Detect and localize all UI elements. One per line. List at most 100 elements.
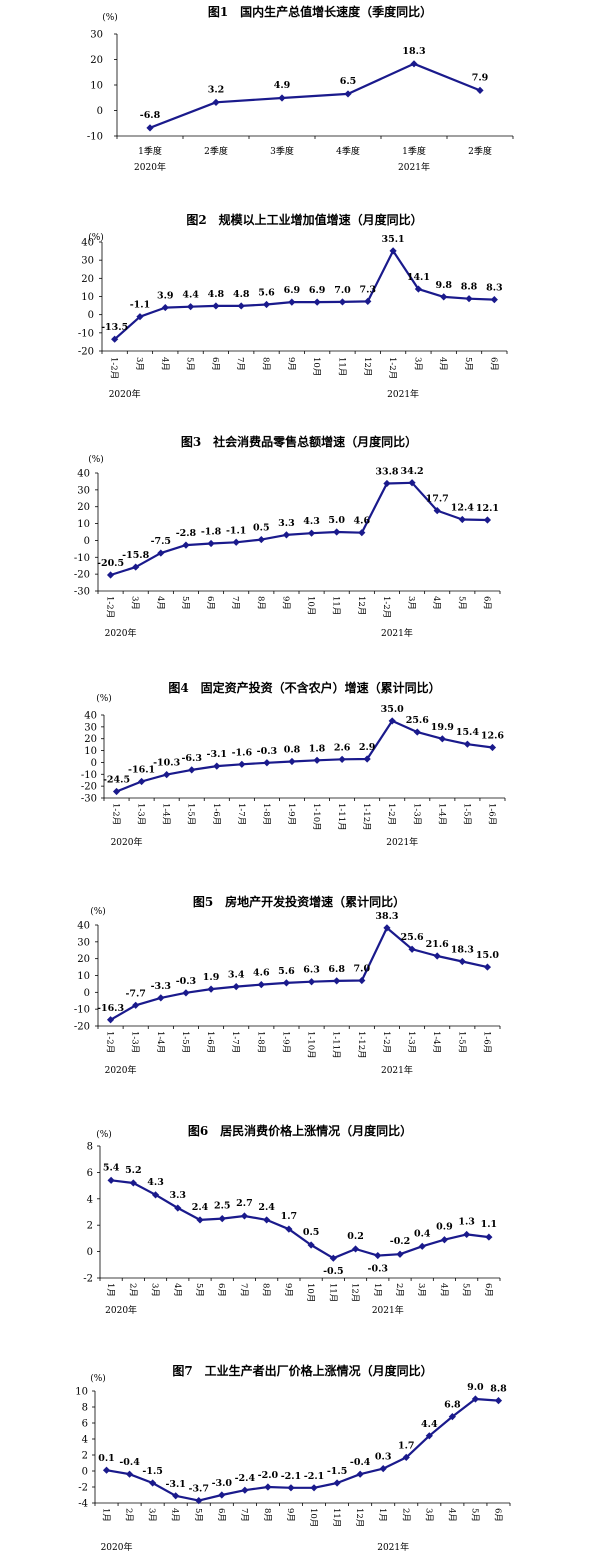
x-tick-label: 1-8月 [261,803,271,825]
data-point [188,766,196,774]
data-point [218,1491,226,1499]
data-label: 2.9 [359,742,376,753]
y-tick-label: -10 [74,553,90,564]
data-label: 6.5 [340,76,357,87]
data-point [232,983,240,991]
data-point [358,529,366,537]
data-label: 5.2 [125,1165,142,1176]
x-tick-label: 1-9月 [280,1031,290,1053]
x-tick-label: 1-2月 [105,596,115,618]
chart-3: 图3 社会消费品零售总额增速（月度同比） (%) 40 30 20 10 0 -10 -20 -3… [74,434,501,639]
y-tick-label: 0 [88,310,94,321]
data-label: 4.4 [421,1419,438,1430]
x-tick-label: 1-4月 [155,1031,165,1053]
x-tick-label: 1-2月 [386,803,396,825]
data-label: 5.6 [278,966,295,977]
data-label: 3.3 [170,1190,187,1201]
x-tick-label: 10月 [308,1508,318,1527]
x-tick-label: 5月 [180,596,190,610]
data-point [257,980,265,989]
series-line [149,62,481,129]
x-tick-label: 2月 [394,1283,404,1297]
data-point [344,90,352,98]
data-label: -0.4 [119,1457,140,1468]
data-point [263,759,271,767]
x-tick-label: 1-12月 [356,1031,366,1059]
data-point [172,1492,180,1500]
data-point [213,762,221,770]
data-label: -0.4 [350,1457,371,1468]
data-label: 3.3 [278,518,295,529]
data-label: 0.5 [303,1227,320,1238]
data-point [207,985,215,993]
data-point [288,757,296,766]
year-label: 2020年 [105,1064,137,1076]
y-tick-label: 10 [81,292,94,303]
series-line [113,249,495,341]
data-point [358,976,366,985]
y-unit-label: (%) [90,1373,106,1384]
year-label: 2021年 [386,836,418,848]
y-tick-label: 0 [84,536,90,547]
y-tick-label: 20 [81,274,94,285]
x-tick-label: 4月 [155,596,165,610]
x-tick-label: 1-6月 [486,803,496,825]
data-label: 12.6 [481,730,505,741]
x-tick-label: 3月 [416,1283,426,1297]
y-tick-label: 4 [82,1435,88,1446]
data-point [238,760,246,768]
data-point [488,743,497,752]
chart-4: 图4 固定资产投资（不含农户）增速（累计同比）(%)403020100-10-2… [81,680,506,848]
data-label: -2.1 [281,1471,301,1482]
data-point [313,756,321,764]
y-tick-label: -2 [83,1274,93,1285]
x-tick-label: 1-2月 [105,1031,115,1053]
data-label: 1.1 [481,1219,498,1230]
x-tick-label: 1-11月 [331,1031,341,1059]
data-label: 5.6 [258,287,275,298]
data-label: -7.5 [151,536,171,547]
data-label: 3.4 [228,970,245,981]
data-label: -3.7 [189,1484,209,1495]
x-tick-label: 1-6月 [211,803,221,825]
data-label: 4.3 [303,516,320,527]
x-tick-label: 3月 [423,1508,433,1522]
data-point [149,1479,157,1487]
x-tick-label: 1-7月 [230,1031,240,1053]
data-label: 4.9 [274,80,291,91]
data-point [483,963,492,971]
data-point [212,98,220,106]
data-label: 15.4 [456,727,480,738]
data-label: 15.0 [476,950,500,961]
data-label: -0.5 [323,1266,343,1277]
y-tick-label: -4 [78,1499,88,1510]
data-point [195,1497,203,1505]
data-label: -16.1 [128,765,155,776]
data-point [285,1225,293,1233]
x-tick-label: 3月 [147,1508,157,1522]
x-tick-label: 1-3月 [136,803,146,825]
data-label: 2.4 [192,1202,209,1213]
y-unit-label: (%) [90,906,106,917]
x-tick-label: 4月 [438,357,448,371]
x-tick-label: 3月 [130,596,140,610]
x-tick-label: 11月 [331,596,341,615]
data-point [379,1465,387,1473]
x-tick-label: 4月 [172,1283,182,1297]
data-point [129,1179,137,1187]
data-label: 0.2 [347,1231,364,1242]
x-tick-label: 1-5月 [180,1031,190,1053]
y-tick-label: -20 [81,782,97,793]
data-point [107,1176,115,1184]
data-label: -2.0 [258,1470,279,1481]
x-tick-label: 1-9月 [286,803,296,825]
data-label: 4.4 [182,290,199,301]
data-point [471,1395,480,1403]
x-tick-label: 1-4月 [436,803,446,825]
data-label: 6.9 [284,285,301,296]
data-point [241,1486,249,1494]
x-tick-label: 3季度 [270,145,294,157]
y-tick-label: 20 [77,954,90,965]
series-line [116,719,493,793]
